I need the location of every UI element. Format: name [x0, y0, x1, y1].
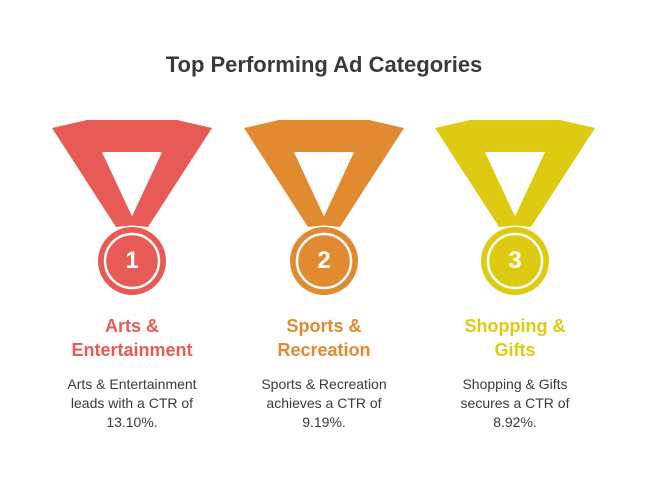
medal-3-description: Shopping & Gifts secures a CTR of 8.92%. — [435, 375, 595, 432]
medal-2-description: Sports & Recreation achieves a CTR of 9.… — [244, 375, 404, 432]
medal-2-ribbon-left — [244, 120, 328, 227]
medal-2-rank: 2 — [317, 247, 331, 274]
medal-1-ribbon-top — [86, 120, 178, 152]
medal-2-ribbon-right — [320, 120, 404, 227]
medal-1-desc-line2: leads with a CTR of — [70, 395, 194, 411]
medal-2-desc-line1: Sports & Recreation — [261, 376, 387, 392]
medal-3-desc-line2: secures a CTR of — [460, 395, 570, 411]
medal-2-desc-line3: 9.19%. — [302, 414, 346, 430]
medal-1-desc-line1: Arts & Entertainment — [67, 376, 197, 392]
medal-2-name: Sports & Recreation — [234, 314, 414, 362]
medal-3-name-line2: Gifts — [494, 340, 536, 360]
medal-3-disc-ring — [486, 232, 544, 290]
medal-card-1: 1 Arts & Entertainment Arts & Entertainm… — [42, 115, 222, 455]
medal-3-name-line1: Shopping & — [464, 316, 566, 336]
medal-1-name-line1: Arts & — [104, 316, 159, 336]
medal-1-ribbon-left — [52, 120, 136, 227]
medal-2-name-line2: Recreation — [277, 340, 371, 360]
medal-3-ribbon-left — [435, 120, 519, 227]
medal-1-disc-ring — [103, 232, 161, 290]
medal-1-desc-line3: 13.10%. — [106, 414, 158, 430]
medal-1-ribbon-right — [128, 120, 212, 227]
medal-2-disc — [290, 227, 358, 295]
medal-1-name-line2: Entertainment — [71, 340, 193, 360]
medal-3-disc — [481, 227, 549, 295]
medal-1-description: Arts & Entertainment leads with a CTR of… — [52, 375, 212, 432]
medal-card-3: 3 Shopping & Gifts Shopping & Gifts secu… — [425, 115, 605, 455]
medal-3-name: Shopping & Gifts — [425, 314, 605, 362]
medal-1-icon — [52, 120, 212, 295]
medal-2-desc-line2: achieves a CTR of — [266, 395, 382, 411]
medal-1-rank: 1 — [125, 247, 139, 274]
medal-card-2: 2 Sports & Recreation Sports & Recreatio… — [234, 115, 414, 455]
medal-2-name-line1: Sports & — [286, 316, 362, 336]
medal-2-ribbon-top — [278, 120, 370, 152]
medal-3-desc-line1: Shopping & Gifts — [462, 376, 568, 392]
page-title: Top Performing Ad Categories — [165, 52, 483, 77]
medal-3-desc-line3: 8.92%. — [493, 414, 537, 430]
medal-2-disc-ring — [295, 232, 353, 290]
medal-3-ribbon-top — [469, 120, 561, 152]
medal-1-disc — [98, 227, 166, 295]
medal-3-icon — [435, 120, 595, 295]
medal-1-name: Arts & Entertainment — [42, 314, 222, 362]
medal-3-ribbon-right — [511, 120, 595, 227]
medal-2-icon — [244, 120, 404, 295]
medal-3-rank: 3 — [508, 247, 522, 274]
